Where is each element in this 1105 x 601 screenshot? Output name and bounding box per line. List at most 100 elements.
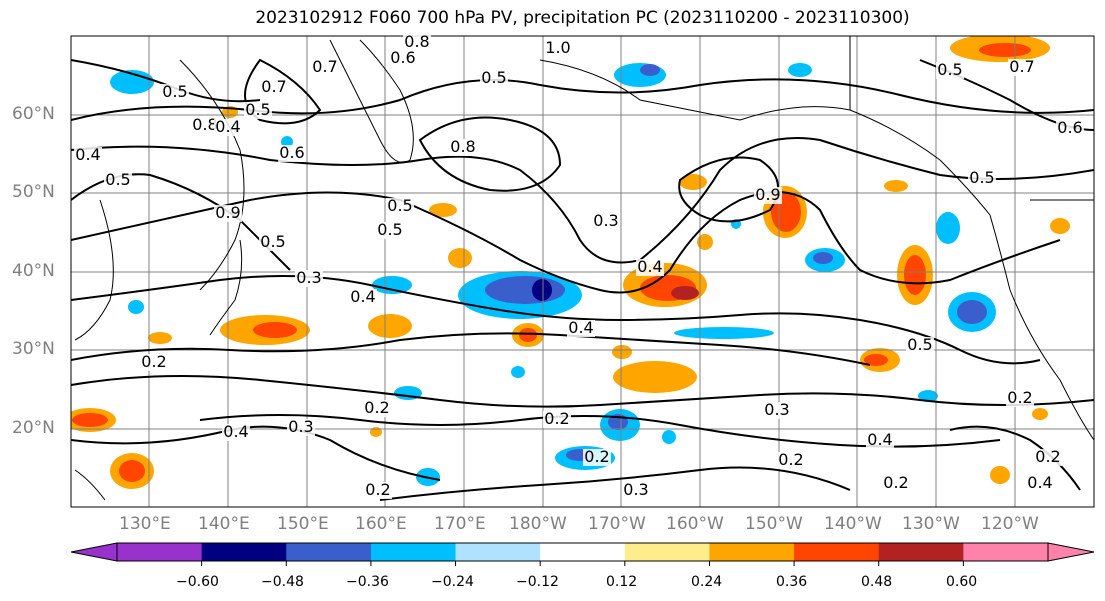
contour-label: 0.4 xyxy=(350,287,375,306)
lon-tick-label: 170°E xyxy=(434,514,486,534)
contour-label-background xyxy=(583,449,611,466)
contour-label-background xyxy=(260,79,288,96)
contour-label-background xyxy=(389,50,417,67)
colorbar-tick-label: −0.36 xyxy=(346,574,389,590)
contour-label: 0.6 xyxy=(279,143,304,162)
lon-tick-label: 130°W xyxy=(902,514,960,534)
lat-tick-label: 60°N xyxy=(12,104,55,124)
contour-label-background xyxy=(74,147,102,164)
contour-label-background xyxy=(295,270,323,287)
contour-label-background xyxy=(906,337,934,354)
contour-label: 0.3 xyxy=(593,211,618,230)
contour-label-background xyxy=(363,400,391,417)
lon-tick-label: 160°E xyxy=(355,514,407,534)
lon-tick-label: 180°W xyxy=(509,514,567,534)
lat-tick-label: 20°N xyxy=(12,418,55,438)
contour-label: 0.2 xyxy=(778,450,803,469)
contour-label-background xyxy=(214,205,242,222)
contour-label-background xyxy=(968,170,996,187)
map-frame xyxy=(70,35,1095,508)
contour-label: 0.2 xyxy=(365,480,390,499)
contour-label: 0.2 xyxy=(584,447,609,466)
colorbar-tick-label: 0.60 xyxy=(946,574,978,590)
contour-label-background xyxy=(161,84,189,101)
contour-label: 0.4 xyxy=(568,318,593,337)
contour-label: 0.9 xyxy=(755,185,780,204)
contour-label-background xyxy=(386,198,414,215)
colorbar-tick-label: −0.60 xyxy=(176,574,219,590)
contour-label: 0.4 xyxy=(215,117,240,136)
contour-label-background xyxy=(376,222,404,239)
contour-label: 0.5 xyxy=(387,196,412,215)
contour-label-background xyxy=(222,424,250,441)
contour-label: 0.5 xyxy=(377,220,402,239)
contour-label: 0.3 xyxy=(288,417,313,436)
colorbar-frame xyxy=(116,542,1049,562)
contour-labels: 0.40.50.7 0.60.8 1.00.70.80.50.40.50.60.50… xyxy=(74,32,1084,499)
lon-tick-label: 120°W xyxy=(981,514,1039,534)
contour-label-background xyxy=(1056,120,1084,137)
contour-label: 0.2 xyxy=(141,352,166,371)
contour-label: 0.7 xyxy=(312,57,337,76)
contour-label: 0.3 xyxy=(623,480,648,499)
contour-label: 0.4 xyxy=(223,422,248,441)
contour-label: 0.5 xyxy=(937,60,962,79)
contour-label-background xyxy=(364,482,392,499)
contour-label: 0.2 xyxy=(1035,447,1060,466)
contour-label: 0.8 xyxy=(450,137,475,156)
colorbar-cell xyxy=(455,543,541,561)
contour-label: 0.2 xyxy=(364,398,389,417)
contour-label-background xyxy=(1026,475,1054,492)
contour-label-background xyxy=(636,259,664,276)
contour-label: 0.7 xyxy=(261,77,286,96)
contour-label-background xyxy=(140,354,168,371)
colorbar-extend-high xyxy=(1047,542,1095,562)
contour-label-background xyxy=(1034,449,1062,466)
contour-label-background xyxy=(403,34,431,51)
colorbar-cell xyxy=(286,543,372,561)
colorbar-tick-label: 0.24 xyxy=(691,574,723,590)
lon-tick-label: 150°W xyxy=(745,514,803,534)
colorbar-tick-label: −0.24 xyxy=(431,574,474,590)
contour-label-background xyxy=(777,452,805,469)
contour-label: 0.4 xyxy=(1027,473,1052,492)
colorbar-cell xyxy=(878,543,964,561)
contour-label: 0.4 xyxy=(637,257,662,276)
lon-tick-label: 130°E xyxy=(119,514,171,534)
colorbar-tick-label: 0.12 xyxy=(606,574,638,590)
contour-label: 0.3 xyxy=(764,400,789,419)
contour-label-background xyxy=(567,320,595,337)
contour-label-background xyxy=(592,213,620,230)
colorbar-cell xyxy=(709,543,795,561)
colorbar-extend-low xyxy=(70,542,118,562)
contour-label-background xyxy=(244,102,272,119)
colorbar-cell xyxy=(963,543,1049,561)
lon-tick-label: 140°W xyxy=(824,514,882,534)
contour-label: 1.0 xyxy=(545,38,570,57)
contour-label-background xyxy=(763,402,791,419)
contour-label: 0.8 xyxy=(404,32,429,51)
lon-tick-label: 170°W xyxy=(588,514,646,534)
colorbar-cell xyxy=(540,543,626,561)
lat-tick-label: 40°N xyxy=(12,261,55,281)
contour-label-background xyxy=(1008,59,1036,76)
contour-label-background xyxy=(882,475,910,492)
contour-label-background xyxy=(544,40,572,57)
contour-label-background xyxy=(543,411,571,428)
contour-label-background xyxy=(622,482,650,499)
contour-label-background xyxy=(214,119,242,136)
colorbar-cell xyxy=(624,543,710,561)
contour-label: 0.5 xyxy=(162,82,187,101)
contour-label-background xyxy=(1006,390,1034,407)
colorbar-cell xyxy=(117,543,203,561)
contour-label: 0.4 xyxy=(75,145,100,164)
contour-label: 0.2 xyxy=(883,473,908,492)
pv-contours xyxy=(71,58,1094,501)
contour-label-background xyxy=(287,419,315,436)
contour-label: 0.4 xyxy=(867,430,892,449)
contour-label: 0.7 xyxy=(1009,57,1034,76)
contour-label-background xyxy=(480,70,508,87)
colorbar-tick-label: 0.36 xyxy=(776,574,808,590)
contour-label-background xyxy=(866,432,894,449)
contour-label-background xyxy=(936,62,964,79)
